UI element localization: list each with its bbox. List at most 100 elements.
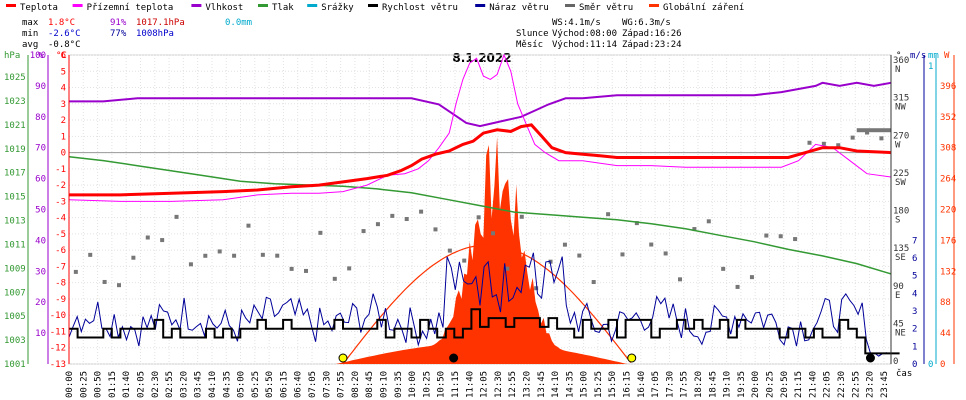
tick-deg: 225 xyxy=(893,169,909,179)
tick-deg-dir: W xyxy=(895,140,901,150)
tick-w: 220 xyxy=(940,206,956,216)
axis-unit-time: čas xyxy=(896,368,912,379)
tick-hpa: 1005 xyxy=(4,312,26,322)
tick-time: 22:55 xyxy=(851,371,861,398)
wind-dir-point xyxy=(390,213,395,218)
tick-hpa: 1001 xyxy=(4,360,26,370)
axis-unit-degc: °C xyxy=(56,51,67,61)
tick-time: 22:30 xyxy=(837,371,847,398)
tick-time: 16:15 xyxy=(623,371,633,398)
tick-deg: 315 xyxy=(893,94,909,104)
tick-time: 21:15 xyxy=(794,371,804,398)
stat-min-hum: 77% xyxy=(110,29,127,39)
temperature-line xyxy=(69,123,892,197)
tick-time: 01:15 xyxy=(108,371,118,398)
tick-mm: 1 xyxy=(928,62,933,72)
tick-time: 09:35 xyxy=(394,371,404,398)
tick-hpa: 1025 xyxy=(4,73,26,83)
tick-w: 352 xyxy=(940,113,956,123)
humidity-line xyxy=(69,81,892,128)
legend-label: Směr větru xyxy=(579,3,633,13)
tick-hpa: 1013 xyxy=(4,217,26,227)
tick-deg: 90 xyxy=(893,282,904,292)
legend-swatch xyxy=(307,4,318,7)
wind-dir-point xyxy=(807,140,812,145)
tick-deg: 180 xyxy=(893,207,909,217)
legend-label: Vlhkost xyxy=(205,3,243,13)
tick-time: 03:20 xyxy=(179,371,189,398)
tick-time: 09:10 xyxy=(380,371,390,398)
tick-temp: 3 xyxy=(61,100,66,110)
tick-w: 44 xyxy=(940,329,951,339)
stat-max-rain: 0.0mm xyxy=(225,18,252,28)
wind-dir-point xyxy=(850,135,855,140)
axis-unit-pct: % xyxy=(38,51,44,61)
wind-dir-point xyxy=(275,253,280,258)
legend-label: Srážky xyxy=(321,3,354,13)
tick-deg: 135 xyxy=(893,244,909,254)
wind-dir-point xyxy=(534,286,539,291)
tick-time: 06:40 xyxy=(294,371,304,398)
tick-pct: 40 xyxy=(35,236,46,246)
legend-swatch xyxy=(258,4,268,7)
tick-temp: -9 xyxy=(55,295,66,305)
tick-time: 00:25 xyxy=(79,371,89,398)
tick-time: 10:00 xyxy=(408,371,418,398)
tick-ms: 3 xyxy=(912,307,917,317)
legend-label: Teplota xyxy=(20,3,58,13)
tick-deg: 0 xyxy=(893,357,898,367)
wind-dir-point xyxy=(706,219,711,224)
wind-dir-bar xyxy=(856,128,891,133)
tick-time: 12:55 xyxy=(508,371,518,398)
tick-time: 10:25 xyxy=(422,371,432,398)
tick-time: 15:00 xyxy=(580,371,590,398)
wind-dir-point xyxy=(735,284,740,289)
legend: Teplota Přízemní teplota Vlhkost Tlak Srážky… xyxy=(6,3,744,13)
wind-dir-point xyxy=(462,258,467,263)
wind-dir-point xyxy=(678,277,683,282)
tick-temp: -5 xyxy=(55,230,66,240)
tick-ms: 0 xyxy=(912,360,917,370)
tick-time: 20:50 xyxy=(780,371,790,398)
wind-dir-point xyxy=(764,233,769,238)
wind-dir-point xyxy=(232,253,237,258)
stat-min-temp: -2.6°C xyxy=(48,29,81,39)
tick-time: 19:35 xyxy=(737,371,747,398)
wind-dir-point xyxy=(836,143,841,148)
wind-dir-point xyxy=(188,262,193,267)
tick-time: 23:20 xyxy=(866,371,876,398)
tick-ms: 2 xyxy=(912,325,917,335)
wind-dir-point xyxy=(260,252,265,257)
tick-deg-dir: SW xyxy=(895,178,906,188)
tick-time: 13:45 xyxy=(537,371,547,398)
sunrise-marker xyxy=(338,353,348,363)
tick-pct: 70 xyxy=(35,144,46,154)
tick-time: 23:45 xyxy=(880,371,890,398)
tick-pct: 20 xyxy=(35,298,46,308)
wind-dir-point xyxy=(663,251,668,256)
wind-dir-point xyxy=(821,141,826,146)
wind-dir-point xyxy=(634,221,639,226)
wind-dir-point xyxy=(145,235,150,240)
pressure-line xyxy=(68,155,892,275)
stat-avg-temp: -0.8°C xyxy=(48,40,81,50)
tick-temp: -3 xyxy=(55,197,66,207)
wind-dir-point xyxy=(102,279,107,284)
info-ws: WS:4.1m/s xyxy=(552,18,601,28)
wind-dir-point xyxy=(620,252,625,257)
info-sunrise: Východ:08:00 xyxy=(552,29,617,39)
wind-dir-point xyxy=(73,269,78,274)
tick-time: 17:05 xyxy=(651,371,661,398)
tick-time: 10:50 xyxy=(437,371,447,398)
wind-speed-line xyxy=(69,308,900,355)
tick-pct: 90 xyxy=(35,82,46,92)
tick-w: 264 xyxy=(940,175,956,185)
radiation-area xyxy=(332,136,631,364)
stat-max-hum: 91% xyxy=(110,18,127,28)
tick-pct: 50 xyxy=(35,206,46,216)
wind-dir-point xyxy=(160,238,165,243)
tick-time: 06:15 xyxy=(279,371,289,398)
tick-time: 05:00 xyxy=(237,371,247,398)
wind-dir-point xyxy=(131,255,136,260)
tick-hpa: 1011 xyxy=(4,240,26,250)
